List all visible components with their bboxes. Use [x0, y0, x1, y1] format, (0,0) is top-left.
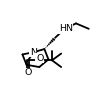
- Text: HN: HN: [59, 24, 73, 33]
- Text: O: O: [24, 68, 32, 77]
- Text: N: N: [30, 48, 37, 57]
- Text: O: O: [36, 54, 43, 63]
